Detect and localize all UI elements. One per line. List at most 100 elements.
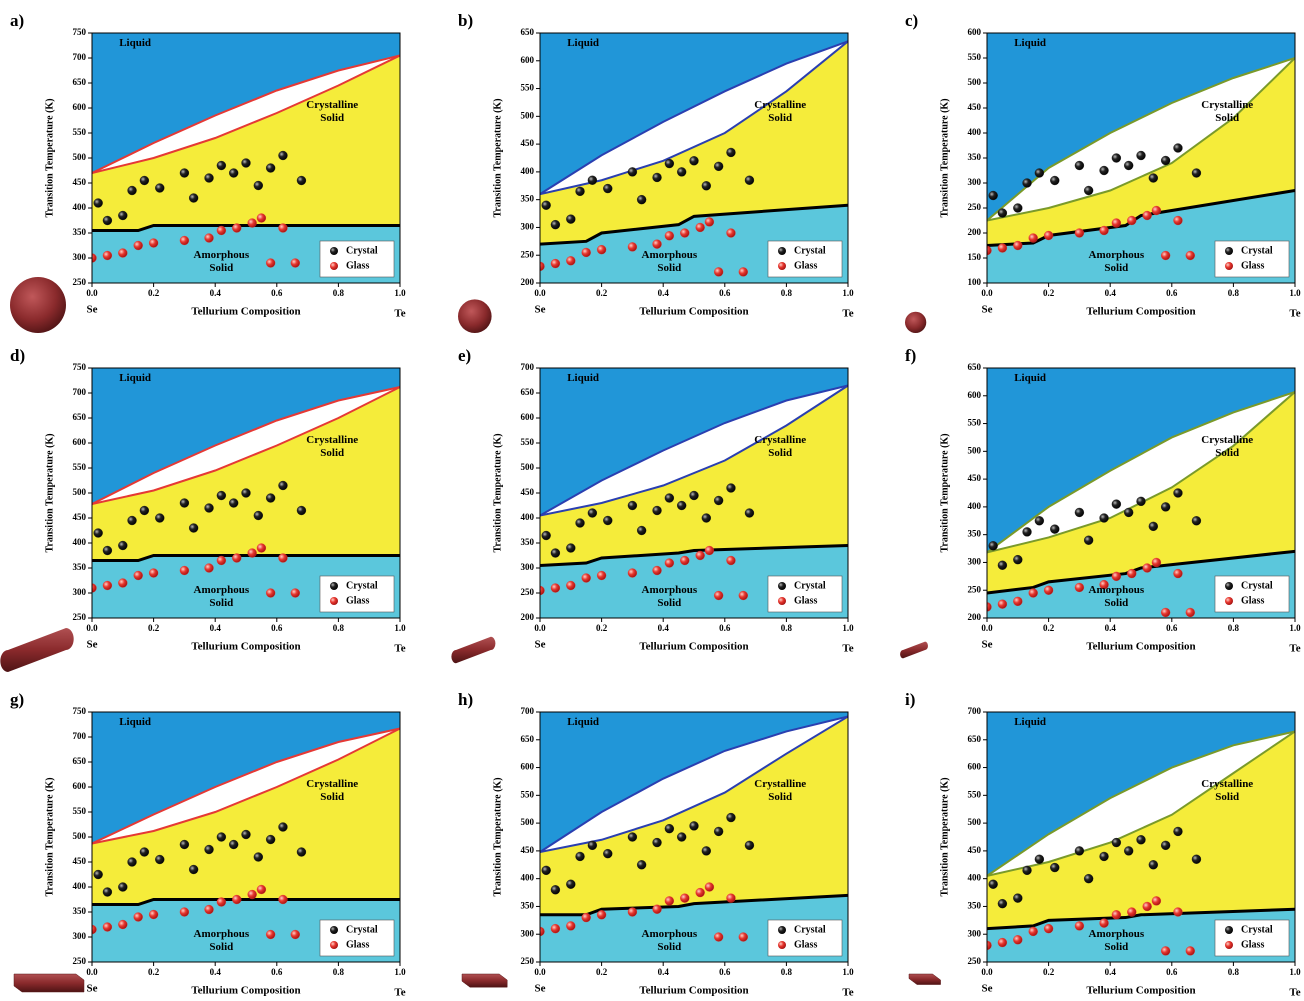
glass-point <box>726 228 736 238</box>
x-start-label: Se <box>982 639 993 651</box>
crystal-point <box>139 505 150 516</box>
region-label: Crystalline Solid <box>754 778 806 803</box>
x-tick-label: 0.2 <box>1043 967 1055 977</box>
crystal-point <box>652 172 662 183</box>
glass-point <box>1160 946 1171 956</box>
glass-point <box>1074 921 1085 931</box>
region-label: Amorphous Solid <box>1088 928 1145 953</box>
region-label: Crystalline Solid <box>1201 99 1253 124</box>
crystal-point <box>575 851 585 862</box>
legend-label: Crystal <box>1241 924 1273 935</box>
crystal-point <box>229 498 239 508</box>
crystal-point <box>636 525 647 536</box>
x-end-label: Te <box>1289 643 1300 655</box>
y-tick-label: 600 <box>968 27 982 37</box>
crystal-point <box>155 854 165 865</box>
crystal-point <box>701 181 711 191</box>
legend-marker <box>1225 941 1233 949</box>
region-label-text: Liquid <box>1014 371 1047 384</box>
glass-point <box>92 253 97 263</box>
x-tick-label: 0.4 <box>1105 623 1117 633</box>
solidus-line <box>987 730 1295 877</box>
glass-point <box>540 926 545 937</box>
y-tick-label: 700 <box>73 387 87 397</box>
crystal-point <box>566 879 576 889</box>
plot-area <box>540 33 848 283</box>
crystal-point <box>118 882 128 892</box>
x-tick-label: 1.0 <box>1289 967 1301 977</box>
glass-point <box>148 568 159 578</box>
y-tick-label: 300 <box>521 562 535 572</box>
liquidus-line <box>987 390 1295 554</box>
x-tick-label: 0.6 <box>1166 288 1178 298</box>
y-tick-label: 500 <box>73 152 87 162</box>
region-label-text: Amorphous Solid <box>1088 928 1145 953</box>
crystal-point <box>1050 524 1060 534</box>
legend-label: Crystal <box>346 245 378 256</box>
crystal-point <box>1160 155 1171 166</box>
glass-point <box>566 921 576 931</box>
glass-point <box>997 599 1008 609</box>
region-label: Crystalline Solid <box>754 99 806 124</box>
region-label-text: Crystalline Solid <box>1201 434 1254 459</box>
glass-point <box>102 250 113 261</box>
panel-label: c) <box>905 11 918 30</box>
crystal-point <box>677 167 687 177</box>
legend-label: Crystal <box>346 580 378 591</box>
crystal-point <box>677 832 687 842</box>
y-tick-label: 500 <box>521 462 535 472</box>
crystal-point <box>204 844 214 855</box>
legend-marker <box>1225 247 1233 255</box>
y-tick-label: 450 <box>73 512 87 522</box>
crystal-point <box>265 834 276 845</box>
glass-transition-line <box>540 203 848 246</box>
y-tick-label: 450 <box>73 856 87 866</box>
crystal-point <box>1013 555 1023 565</box>
glass-transition-line <box>92 898 400 906</box>
legend-marker <box>330 941 338 949</box>
glass-point <box>596 910 607 920</box>
region-label-text: Crystalline Solid <box>754 434 807 459</box>
legend-marker <box>778 597 786 605</box>
crystal-point <box>93 869 103 880</box>
crystal-point <box>118 210 128 221</box>
x-start-label: Se <box>87 983 98 995</box>
x-tick-label: 0.8 <box>333 288 345 298</box>
crystal-point <box>636 860 647 870</box>
y-tick-label: 600 <box>521 412 535 422</box>
legend-label: Glass <box>346 260 369 271</box>
x-axis-label: Tellurium Composition <box>639 985 748 997</box>
region-label: Amorphous Solid <box>642 584 698 609</box>
x-tick-label: 0.4 <box>658 967 670 977</box>
y-tick-label: 350 <box>968 901 982 911</box>
x-tick-label: 0.4 <box>210 623 222 633</box>
crystal-point <box>1124 507 1134 518</box>
y-tick-label: 600 <box>73 102 87 112</box>
x-start-label: Se <box>87 304 98 316</box>
x-tick-label: 1.0 <box>1289 288 1301 298</box>
x-axis-label: Tellurium Composition <box>639 306 748 318</box>
legend-marker <box>1225 262 1233 270</box>
crystal-point <box>253 852 263 862</box>
solidus-line <box>540 384 848 517</box>
x-tick-label: 0.8 <box>781 967 793 977</box>
legend-label: Crystal <box>794 245 826 256</box>
region-label: Crystalline Solid <box>306 778 358 803</box>
crystal-point <box>988 541 998 551</box>
x-tick-label: 0.8 <box>333 623 345 633</box>
x-end-label: Te <box>842 308 853 320</box>
y-tick-label: 550 <box>521 789 535 799</box>
y-tick-label: 450 <box>968 102 982 112</box>
crystal-point <box>664 158 675 169</box>
crystal-point <box>179 168 190 178</box>
glass-point <box>713 932 724 942</box>
y-tick-label: 350 <box>73 562 87 572</box>
legend-label: Glass <box>1241 595 1264 606</box>
particle-icon <box>0 628 74 672</box>
crystal-point <box>1148 521 1158 531</box>
crystal-point <box>1022 865 1032 875</box>
legend-box <box>319 919 395 957</box>
crystal-point <box>689 156 699 166</box>
liquidus-line <box>92 54 400 174</box>
y-tick-label: 700 <box>521 706 535 716</box>
